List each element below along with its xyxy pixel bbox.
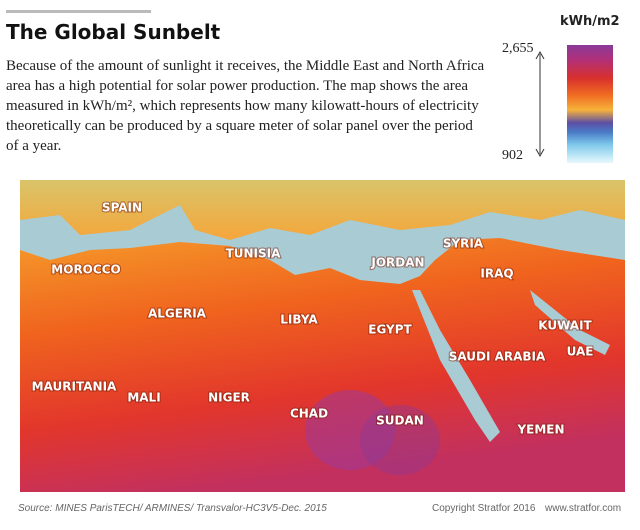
country-label: JORDAN (370, 256, 424, 270)
legend-color-bar (567, 45, 613, 163)
country-label: MAURITANIA (32, 380, 117, 394)
country-label: MOROCCO (51, 263, 120, 277)
legend-min: 902 (502, 148, 523, 163)
country-label: LIBYA (280, 313, 318, 327)
legend-unit: kWh/m2 (560, 14, 620, 29)
country-label: EGYPT (368, 323, 412, 337)
title: The Global Sunbelt (6, 20, 221, 44)
country-label: SAUDI ARABIA (449, 350, 546, 364)
legend-max: 2,655 (502, 41, 534, 56)
country-label: SYRIA (443, 237, 484, 251)
copyright: Copyright Stratfor 2016 (432, 503, 536, 514)
country-label: IRAQ (480, 267, 513, 281)
description: Because of the amount of sunlight it rec… (6, 58, 485, 154)
legend-arrow (535, 50, 545, 158)
country-label: ALGERIA (148, 307, 207, 321)
country-label: TUNISIA (226, 247, 282, 261)
map: SPAIN MOROCCO TUNISIA ALGERIA LIBYA EGYPT JORD… (20, 180, 625, 492)
website: www.stratfor.com (545, 503, 622, 514)
country-label: KUWAIT (538, 319, 592, 333)
country-label: UAE (567, 345, 594, 359)
country-label: YEMEN (516, 423, 564, 437)
source: Source: MINES ParisTECH/ ARMINES/ Transv… (18, 503, 327, 514)
top-rule (6, 10, 151, 13)
country-label: SUDAN (376, 414, 424, 428)
country-label: CHAD (290, 407, 328, 421)
country-label: MALI (127, 391, 160, 405)
country-label: SPAIN (102, 201, 142, 215)
country-label: NIGER (208, 391, 250, 405)
